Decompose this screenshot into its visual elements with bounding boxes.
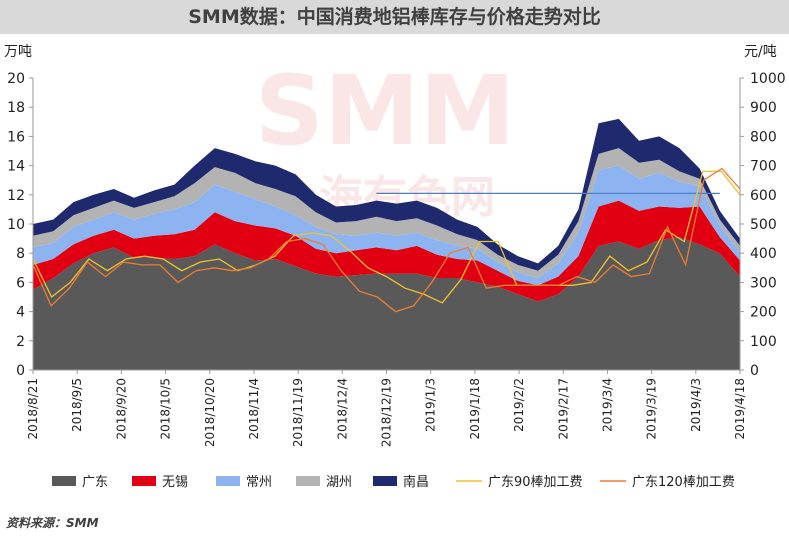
x-tick-label: 2019/2/17 bbox=[556, 378, 570, 440]
left-tick-label: 20 bbox=[7, 71, 25, 87]
left-tick-label: 4 bbox=[16, 305, 25, 321]
right-tick-label: 400 bbox=[750, 246, 777, 262]
right-tick-label: 800 bbox=[750, 129, 777, 145]
legend-swatch-hz bbox=[296, 476, 320, 486]
line-series-gd90 bbox=[32, 170, 741, 304]
x-tick-label: 2018/11/4 bbox=[247, 378, 261, 440]
left-tick-label: 2 bbox=[16, 334, 25, 350]
x-tick-label: 2019/3/4 bbox=[600, 378, 614, 432]
left-tick-label: 16 bbox=[7, 129, 25, 145]
legend-label-gd90: 广东90棒加工费 bbox=[488, 475, 583, 490]
x-tick-label: 2019/4/18 bbox=[733, 378, 747, 440]
axes: 0246810121416182001002003004005006007008… bbox=[7, 71, 785, 447]
right-tick-label: 600 bbox=[750, 188, 777, 204]
left-axis-unit: 万吨 bbox=[4, 44, 32, 60]
legend: 广东 无锡 常州 湖州 南昌 广东90棒加工费 广东120棒加工费 bbox=[52, 474, 735, 490]
right-tick-label: 1000 bbox=[750, 71, 786, 87]
watermark-main: SMM bbox=[255, 55, 515, 167]
legend-label-hz: 湖州 bbox=[326, 475, 352, 490]
title-bar: SMM数据：中国消费地铝棒库存与价格走势对比 bbox=[0, 0, 789, 34]
area-series-cz bbox=[33, 165, 740, 286]
left-tick-label: 6 bbox=[16, 275, 25, 291]
left-tick-label: 10 bbox=[7, 217, 25, 233]
x-tick-label: 2018/10/5 bbox=[159, 378, 173, 440]
right-tick-label: 300 bbox=[750, 275, 777, 291]
right-tick-label: 500 bbox=[750, 217, 777, 233]
area-series-hz bbox=[33, 148, 740, 278]
x-tick-label: 2018/9/5 bbox=[70, 378, 84, 432]
left-tick-label: 12 bbox=[7, 188, 25, 204]
x-tick-label: 2018/12/19 bbox=[380, 378, 394, 447]
legend-swatch-wx bbox=[132, 476, 156, 486]
right-tick-label: 900 bbox=[750, 100, 777, 116]
x-tick-label: 2018/9/20 bbox=[114, 378, 128, 440]
chart-area: SMM 上海有色网 万吨 元/吨 02468101214161820010020… bbox=[4, 44, 786, 490]
x-tick-label: 2019/2/2 bbox=[512, 378, 526, 432]
legend-label-nc: 南昌 bbox=[403, 474, 429, 490]
legend-swatch-gd bbox=[52, 476, 76, 486]
right-tick-label: 700 bbox=[750, 159, 777, 175]
area-series-wx bbox=[33, 200, 740, 302]
legend-swatch-nc bbox=[373, 476, 397, 486]
chart-title: SMM数据：中国消费地铝棒库存与价格走势对比 bbox=[188, 6, 601, 28]
left-tick-label: 8 bbox=[16, 246, 25, 262]
left-tick-label: 0 bbox=[16, 363, 25, 379]
right-tick-label: 100 bbox=[750, 334, 777, 350]
left-tick-label: 18 bbox=[7, 100, 25, 116]
source-note: 资料来源：SMM bbox=[6, 516, 99, 530]
right-tick-label: 0 bbox=[750, 363, 759, 379]
area-series-nc bbox=[33, 118, 740, 271]
watermark-logo: SMM 上海有色网 bbox=[255, 55, 515, 223]
x-tick-label: 2018/10/20 bbox=[203, 378, 217, 447]
x-tick-label: 2019/3/19 bbox=[645, 378, 659, 440]
right-axis-unit: 元/吨 bbox=[744, 44, 777, 60]
x-tick-label: 2018/8/21 bbox=[26, 378, 40, 440]
x-tick-label: 2019/4/3 bbox=[689, 378, 703, 432]
line-series-gd120 bbox=[32, 167, 741, 313]
right-tick-label: 200 bbox=[750, 305, 777, 321]
x-tick-label: 2019/1/18 bbox=[468, 378, 482, 440]
legend-swatch-cz bbox=[216, 476, 240, 486]
legend-label-wx: 无锡 bbox=[162, 475, 188, 490]
legend-label-gd: 广东 bbox=[82, 475, 108, 490]
x-tick-label: 2019/1/3 bbox=[424, 378, 438, 432]
left-tick-label: 14 bbox=[7, 159, 25, 175]
legend-label-cz: 常州 bbox=[246, 475, 272, 490]
price-lines bbox=[32, 167, 741, 313]
x-tick-label: 2018/11/19 bbox=[291, 378, 305, 447]
x-tick-label: 2018/12/4 bbox=[335, 378, 349, 440]
legend-label-gd120: 广东120棒加工费 bbox=[632, 475, 735, 490]
